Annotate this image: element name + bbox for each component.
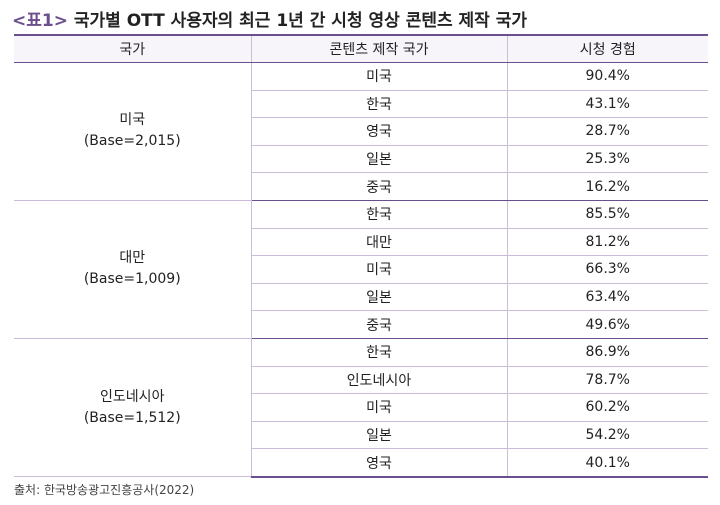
viewing-rate-cell: 86.9% <box>506 338 708 367</box>
country-group-cell: 미국 (Base=2,015) <box>14 62 252 201</box>
production-country-cell: 대만 <box>251 228 507 257</box>
viewing-rate-cell: 63.4% <box>506 283 708 312</box>
viewing-rate-cell: 85.5% <box>506 200 708 229</box>
country-base: (Base=1,009) <box>83 271 181 288</box>
production-country-cell: 일본 <box>251 283 507 312</box>
table-number-tag: <표1> <box>12 11 68 31</box>
production-country-cell: 중국 <box>251 172 507 201</box>
production-country-cell: 영국 <box>251 117 507 146</box>
viewing-rate-cell: 40.1% <box>506 448 708 478</box>
production-country-cell: 미국 <box>251 62 507 91</box>
viewing-rate-cell: 28.7% <box>506 117 708 146</box>
table-row: 대만 (Base=1,009) 한국 85.5% <box>14 200 708 339</box>
viewing-rate-cell: 60.2% <box>506 393 708 422</box>
production-country-cell: 한국 <box>251 90 507 119</box>
header-production-country: 콘텐츠 제작 국가 <box>250 34 507 63</box>
production-country-cell: 한국 <box>251 200 507 229</box>
viewing-rate-cell: 43.1% <box>506 90 708 119</box>
viewing-rate-cell: 49.6% <box>506 310 708 339</box>
production-country-cell: 일본 <box>251 421 507 450</box>
header-row: 국가 콘텐츠 제작 국가 시청 경험 <box>14 34 708 63</box>
table-row: 인도네시아 78.7% <box>14 366 708 395</box>
table-row: 중국 49.6% <box>14 310 708 339</box>
production-country-cell: 일본 <box>251 145 507 174</box>
viewing-rate-cell: 90.4% <box>506 62 708 91</box>
production-country-cell: 인도네시아 <box>251 366 507 395</box>
table-title-text: 국가별 OTT 사용자의 최근 1년 간 시청 영상 콘텐츠 제작 국가 <box>73 11 528 31</box>
table-row: 중국 16.2% <box>14 172 708 201</box>
production-country-cell: 중국 <box>251 310 507 339</box>
table-row: 일본 63.4% <box>14 283 708 312</box>
country-group-cell: 대만 (Base=1,009) <box>14 200 252 339</box>
header-country: 국가 <box>14 34 251 63</box>
viewing-rate-cell: 16.2% <box>506 172 708 201</box>
country-name: 대만 <box>119 250 146 267</box>
table-row: 인도네시아 (Base=1,512) 한국 86.9% <box>14 338 708 478</box>
header-viewing-experience: 시청 경험 <box>506 34 708 63</box>
production-country-cell: 한국 <box>251 338 507 367</box>
table-row: 미국 66.3% <box>14 255 708 284</box>
viewing-rate-cell: 81.2% <box>506 228 708 257</box>
viewing-rate-cell: 54.2% <box>506 421 708 450</box>
viewing-rate-cell: 25.3% <box>506 145 708 174</box>
country-base: (Base=2,015) <box>83 133 181 150</box>
table-row: 미국 60.2% <box>14 393 708 422</box>
country-group-cell: 인도네시아 (Base=1,512) <box>14 338 252 478</box>
production-country-cell: 영국 <box>251 448 507 478</box>
table-row: 미국 (Base=2,015) 미국 90.4% <box>14 62 708 201</box>
table-title: <표1> 국가별 OTT 사용자의 최근 1년 간 시청 영상 콘텐츠 제작 국… <box>12 6 527 31</box>
viewing-rate-cell: 66.3% <box>506 255 708 284</box>
viewing-rate-cell: 78.7% <box>506 366 708 395</box>
table-row: 일본 25.3% <box>14 145 708 174</box>
table-row: 대만 81.2% <box>14 228 708 257</box>
production-country-cell: 미국 <box>251 255 507 284</box>
country-name: 인도네시아 <box>100 388 165 405</box>
table-row: 한국 43.1% <box>14 90 708 119</box>
table-row: 일본 54.2% <box>14 421 708 450</box>
production-country-cell: 미국 <box>251 393 507 422</box>
country-base: (Base=1,512) <box>83 409 181 426</box>
table-body: 미국 (Base=2,015) 미국 90.4% 한국 43.1% 영국 28.7% 일본 25.… <box>14 62 708 478</box>
country-name: 미국 <box>119 112 146 129</box>
table-row: 영국 40.1% <box>14 448 708 478</box>
table-row: 영국 28.7% <box>14 117 708 146</box>
ott-viewing-table: 국가 콘텐츠 제작 국가 시청 경험 미국 (Base=2,015) 미국 90.4%… <box>14 34 708 478</box>
source-note: 출처: 한국방송광고진흥공사(2022) <box>14 483 195 497</box>
